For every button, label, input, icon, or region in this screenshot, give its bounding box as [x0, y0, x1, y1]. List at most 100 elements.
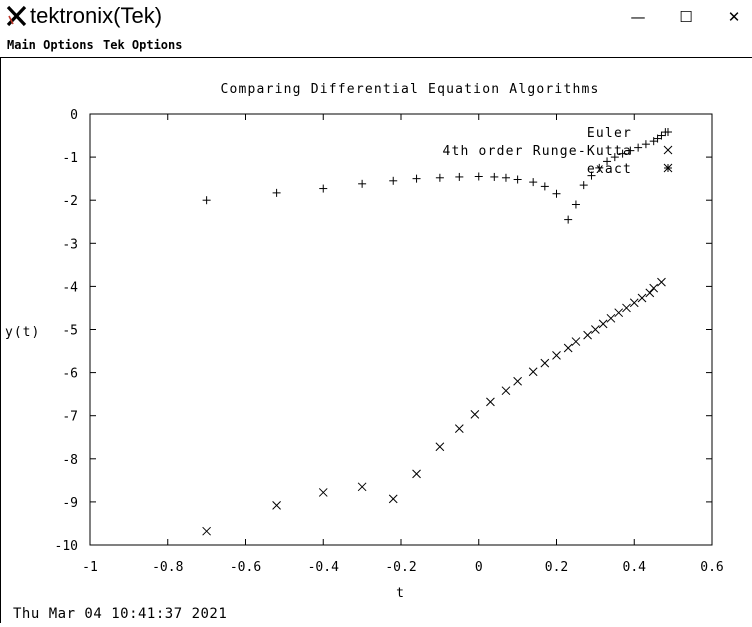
rk4-point [552, 351, 561, 360]
legend-label: exact [587, 162, 632, 177]
minimize-icon: — [630, 7, 646, 26]
rk4-point [202, 526, 211, 536]
close-icon: ✕ [727, 7, 741, 26]
rk4-point [501, 386, 511, 396]
euler-point [540, 182, 549, 191]
x-axis-label: t [396, 586, 404, 601]
x-tick-label: -1 [82, 560, 98, 575]
y-tick-label: -8 [62, 453, 78, 468]
x-tick-label: 0.2 [545, 560, 568, 575]
rk4-point [657, 277, 666, 287]
rk4-point [571, 337, 581, 346]
euler-point [389, 176, 398, 185]
rk4-point [357, 482, 367, 492]
euler-point [618, 149, 627, 158]
y-axis-label: y(t) [5, 325, 40, 340]
rk4-point [540, 358, 550, 368]
y-tick-label: -7 [62, 410, 78, 425]
y-tick-label: -9 [62, 496, 78, 511]
euler-point [603, 157, 612, 166]
y-tick-label: -1 [62, 151, 78, 166]
euler-point [513, 175, 522, 184]
legend-marker [663, 145, 673, 155]
plot-window: -1 -0.8 -0.6 -0.4 -0.2 0 0.2 0.4 0.6 0 -1 -2 -3 -4 -5 -… [0, 58, 752, 623]
rk4-point [272, 500, 281, 510]
x-tick-label: 0 [475, 560, 483, 575]
rk4-point [614, 308, 624, 318]
rk4-point [645, 288, 655, 298]
euler-point [564, 215, 573, 224]
euler-point [474, 172, 483, 181]
euler-point [202, 196, 211, 205]
rk4-point [528, 367, 538, 377]
rk4-point [513, 376, 522, 386]
plot-border [89, 113, 713, 546]
y-tick-label: -5 [62, 324, 78, 339]
y-tick-label: -4 [62, 280, 78, 295]
euler-point [490, 172, 499, 181]
x-tick-label: 0.4 [623, 560, 647, 575]
legend-marker [663, 163, 673, 173]
window-title-bar: tektronix(Tek) — ☐ ✕ [0, 0, 752, 35]
euler-point [579, 181, 588, 190]
chart-area: -1 -0.8 -0.6 -0.4 -0.2 0 0.2 0.4 0.6 0 -1 -2 -3 -4 -5 -… [5, 82, 724, 601]
euler-point [272, 188, 281, 197]
menu-bar: Main Options Tek Options [0, 35, 752, 58]
rk4-point [318, 488, 328, 497]
x-tick-label: -0.6 [230, 560, 261, 575]
x-tick-label: 0.6 [700, 560, 723, 575]
x-tick-label: -0.8 [152, 560, 183, 575]
plot-timestamp: Thu Mar 04 10:41:37 2021 [13, 606, 228, 622]
euler-point [610, 153, 619, 162]
maximize-button[interactable]: ☐ [662, 0, 710, 33]
rk4-point [563, 343, 573, 353]
euler-point [319, 184, 328, 193]
euler-point [435, 173, 444, 182]
y-tick-label: 0 [70, 108, 78, 123]
close-button[interactable]: ✕ [710, 0, 752, 33]
euler-point [412, 174, 421, 183]
x-tick-label: -0.2 [385, 560, 416, 575]
chart-title: Comparing Differential Equation Algorith… [220, 82, 599, 97]
maximize-icon: ☐ [679, 7, 693, 26]
y-tick-label: -10 [55, 539, 78, 554]
euler-point [501, 173, 510, 182]
rk4-point [470, 410, 480, 419]
euler-point [552, 189, 561, 198]
rk4-point [412, 469, 421, 479]
rk4-point [637, 293, 647, 303]
euler-point [358, 179, 367, 188]
y-tick-label: -3 [62, 237, 78, 252]
rk4-point [454, 424, 464, 433]
rk4-point [583, 330, 592, 340]
y-tick-label: -2 [62, 194, 78, 209]
minimize-button[interactable]: — [614, 0, 662, 33]
rk4-point [649, 283, 659, 293]
euler-point [626, 146, 635, 155]
rk4-point [598, 319, 608, 329]
rk4-point [591, 325, 600, 334]
menu-main-options[interactable]: Main Options [7, 38, 94, 52]
rk4-point [629, 298, 639, 308]
euler-point [641, 140, 650, 149]
legend-label: Euler [587, 126, 632, 141]
x-tick-label: -0.4 [308, 560, 339, 575]
y-tick-label: -6 [62, 367, 78, 382]
euler-point [657, 131, 666, 140]
euler-point [634, 143, 643, 152]
euler-point [587, 171, 596, 180]
rk4-point [388, 494, 398, 504]
rk4-point [606, 313, 616, 323]
rk4-point [486, 397, 495, 407]
window-title: tektronix(Tek) [30, 3, 163, 28]
menu-tek-options[interactable]: Tek Options [103, 38, 183, 52]
rk4-point [435, 442, 445, 452]
legend-marker [664, 128, 672, 136]
euler-point [571, 200, 580, 209]
euler-point [529, 178, 538, 187]
legend-label: 4th order Runge-Kutta [442, 144, 632, 159]
euler-point [455, 172, 464, 181]
rk4-point [622, 303, 631, 313]
x-logo-icon [6, 5, 27, 27]
euler-point [595, 163, 604, 172]
